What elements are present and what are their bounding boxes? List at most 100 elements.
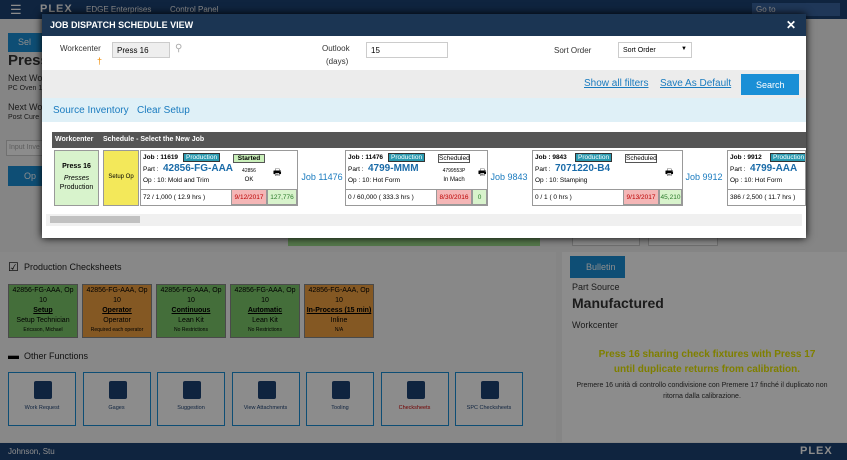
scrollbar[interactable] — [46, 214, 802, 226]
scroll-thumb[interactable] — [50, 216, 140, 223]
job-status: Production — [183, 153, 221, 162]
setup-cell[interactable]: Setup Op — [103, 150, 139, 206]
part-label: Part : — [730, 166, 746, 173]
function-button[interactable]: SPC Checksheets — [455, 372, 523, 426]
operation: Op : 10: Stamping — [535, 177, 588, 184]
op-button[interactable]: Op — [8, 166, 44, 186]
card-line: No Restrictions — [174, 327, 208, 333]
function-button[interactable]: Suggestion — [157, 372, 225, 426]
function-button[interactable]: Tooling — [306, 372, 374, 426]
wc-name: Press 16 — [62, 163, 91, 170]
part-label: Part : — [348, 166, 364, 173]
card-line: Automatic — [247, 307, 283, 314]
workcenter-cell: Press 16 Presses Production — [54, 150, 99, 206]
bulletin-button[interactable]: Bulletin — [570, 256, 625, 278]
checksheet-card[interactable]: 42856-FG-AAA, Op 10 Operator Operator Requir… — [82, 284, 152, 338]
function-label: Work Request — [24, 405, 60, 411]
search-box[interactable]: Go to — [752, 3, 840, 16]
function-icon — [406, 381, 425, 399]
quantity: 0 — [472, 189, 487, 205]
workcenter-label: Workcenter — [572, 320, 618, 330]
code2: OK — [244, 177, 254, 183]
show-filters[interactable]: Show all filters — [584, 78, 649, 89]
job-card[interactable]: Job : 9843 Production Part : 7071220-B4 Op :… — [532, 150, 683, 206]
function-icon — [481, 381, 499, 399]
outlook-unit: (days) — [326, 57, 349, 66]
checksheet-card[interactable]: 42856-FG-AAA, Op 10 Continuous Lean Kit No R… — [156, 284, 226, 338]
operation: Op : 10: Hot Form — [348, 177, 401, 184]
value: Press 16 — [117, 46, 149, 55]
progress: 0 / 60,000 ( 333.3 hrs ) — [346, 189, 436, 205]
source-inventory[interactable]: Source Inventory — [53, 105, 129, 116]
card-line: Ericsson, Michael — [23, 327, 63, 333]
company[interactable]: EDGE Enterprises — [86, 5, 152, 14]
checksheet-card[interactable]: 42856-FG-AAA, Op 10 Setup Setup Technician E… — [8, 284, 78, 338]
part-number: 42856-FG-AAA — [163, 163, 234, 174]
outlook-input[interactable]: 15 — [366, 42, 448, 58]
header: Workcenter — [55, 136, 94, 143]
code: 42856 — [242, 168, 256, 174]
print-icon: 🖶 — [478, 167, 487, 177]
job-card[interactable]: Job : 11476 Production Part : 4799-MMM Op : … — [345, 150, 488, 206]
part-number: 4799-AAA — [750, 163, 798, 174]
value: Sort Order — [623, 47, 656, 54]
progress: 72 / 1,000 ( 12.9 hrs ) — [141, 189, 231, 205]
wc-type: Presses — [63, 175, 90, 182]
function-button[interactable]: Checksheets — [380, 372, 449, 426]
footer: Johnson, Stu PLEX — [0, 443, 847, 460]
function-button[interactable]: Gages — [82, 372, 151, 426]
card-line: 42856-FG-AAA, Op — [160, 287, 222, 294]
check-icon: ☑ — [8, 260, 19, 274]
card-line: No Restrictions — [248, 327, 282, 333]
print-icon: 🖶 — [273, 167, 282, 177]
function-icon — [183, 381, 201, 399]
workcenter-label: Workcenter — [60, 44, 101, 53]
job-link[interactable]: Job 9843 — [490, 172, 528, 182]
close[interactable]: ✕ — [786, 18, 797, 32]
part-number: 7071220-B4 — [555, 163, 611, 174]
function-icon — [108, 381, 127, 399]
right-panel: Bulletin Part Source Manufactured Workce… — [562, 252, 847, 442]
logo[interactable]: PLEX — [40, 3, 73, 15]
notice: Press 16 sharing check fixtures with Pre… — [598, 349, 816, 375]
card-line: 10 — [335, 297, 343, 304]
function-button[interactable]: Work Request — [8, 372, 76, 426]
search-button[interactable]: Search — [741, 74, 799, 95]
part-number: 4799-MMM — [368, 163, 419, 174]
function-label: SPC Checksheets — [466, 405, 512, 411]
select-button[interactable]: Sel — [8, 33, 44, 52]
checksheet-card[interactable]: 42856-FG-AAA, Op 10 In-Process (15 min) Inl… — [304, 284, 374, 338]
save-default[interactable]: Save As Default — [660, 78, 732, 89]
notice-italian: Premere 16 unità di controllo condivisio… — [576, 382, 828, 400]
job-link[interactable]: Job 11476 — [301, 172, 343, 182]
checksheets-title: Production Checksheets — [24, 262, 122, 272]
job-card[interactable]: Job : 11619 Production Part : 42856-FG-AAA O… — [140, 150, 298, 206]
job-number: Job : 9843 — [535, 154, 567, 161]
wc-group: Production — [59, 184, 94, 191]
card-line: Lean Kit — [252, 317, 278, 324]
checksheet-card[interactable]: 42856-FG-AAA, Op 10 Automatic Lean Kit No Re… — [230, 284, 300, 338]
part-label: Part : — [535, 166, 551, 173]
job-number: Job : 9912 — [730, 154, 762, 161]
job-link[interactable]: Job 9912 — [685, 172, 723, 182]
function-icon — [257, 381, 276, 399]
workcenter-input[interactable]: Press 16 — [112, 42, 170, 58]
job-card[interactable]: Job : 9912 Production Part : 4799-AAA Op : 1… — [727, 150, 806, 206]
card-line: Lean Kit — [178, 317, 204, 324]
placeholder: Input Inve — [9, 144, 40, 151]
sort-select[interactable]: Sort Order ▼ — [618, 42, 692, 58]
date: 9/13/2017 — [623, 189, 659, 205]
card-line: 42856-FG-AAA, Op — [308, 287, 370, 294]
card-line: Continuous — [171, 307, 211, 314]
job-status: Production — [388, 153, 426, 162]
other-title: Other Functions — [24, 351, 89, 361]
label: Search — [756, 80, 785, 90]
function-label: Suggestion — [177, 405, 205, 411]
search-icon[interactable]: ⚲ — [175, 43, 183, 54]
panel[interactable]: Control Panel — [170, 5, 219, 14]
menu-icon[interactable]: ☰ — [10, 2, 22, 17]
setup: Setup Op — [108, 174, 134, 180]
clear-setup[interactable]: Clear Setup — [137, 105, 190, 116]
function-button[interactable]: View Attachments — [231, 372, 300, 426]
